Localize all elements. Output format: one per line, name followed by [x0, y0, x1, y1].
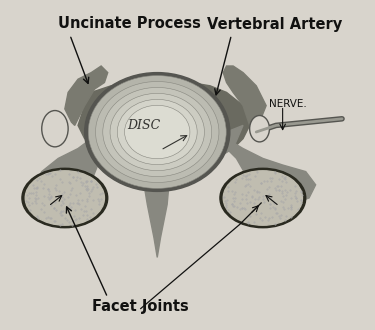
- Ellipse shape: [117, 99, 197, 165]
- Ellipse shape: [85, 73, 230, 191]
- Ellipse shape: [223, 171, 303, 225]
- Ellipse shape: [96, 82, 219, 182]
- Ellipse shape: [110, 93, 204, 171]
- Ellipse shape: [220, 168, 306, 228]
- Polygon shape: [141, 168, 171, 257]
- Text: Facet Joints: Facet Joints: [92, 299, 189, 314]
- Ellipse shape: [22, 168, 108, 228]
- Text: Vertebral Artery: Vertebral Artery: [207, 16, 342, 31]
- Ellipse shape: [25, 171, 105, 225]
- Ellipse shape: [103, 87, 212, 177]
- Ellipse shape: [42, 111, 68, 147]
- Ellipse shape: [250, 115, 270, 142]
- Text: NERVE.: NERVE.: [270, 99, 307, 109]
- Ellipse shape: [124, 105, 190, 159]
- Text: DISC: DISC: [128, 119, 160, 132]
- Text: Uncinate Process: Uncinate Process: [58, 16, 201, 31]
- Polygon shape: [35, 139, 105, 205]
- Polygon shape: [223, 66, 266, 125]
- Polygon shape: [226, 139, 316, 205]
- Polygon shape: [78, 79, 250, 162]
- Ellipse shape: [88, 76, 226, 188]
- Polygon shape: [65, 66, 108, 125]
- Polygon shape: [91, 125, 243, 168]
